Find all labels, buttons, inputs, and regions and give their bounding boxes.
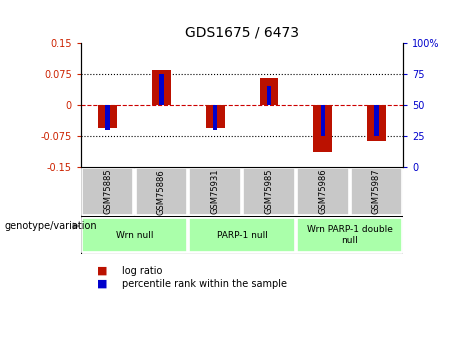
Bar (374, 105, 378, 136)
Bar (320, 105, 325, 136)
Text: ■: ■ (97, 266, 107, 276)
Bar (297, 218, 402, 253)
Bar (297, 168, 349, 215)
Text: GSM75931: GSM75931 (211, 169, 219, 215)
Text: GSM75986: GSM75986 (318, 169, 327, 215)
Text: GDS1675 / 6473: GDS1675 / 6473 (185, 26, 299, 40)
Bar (106, 105, 110, 130)
Bar (206, 105, 225, 128)
Bar (213, 105, 217, 130)
Bar (159, 74, 164, 105)
Text: GSM75987: GSM75987 (372, 169, 381, 215)
Text: GSM75886: GSM75886 (157, 169, 166, 215)
Bar (136, 168, 187, 215)
Text: percentile rank within the sample: percentile rank within the sample (122, 279, 287, 288)
Bar (189, 168, 241, 215)
Text: log ratio: log ratio (122, 266, 163, 276)
Bar (313, 105, 332, 152)
Bar (267, 87, 271, 105)
Bar (260, 78, 278, 105)
Bar (367, 105, 386, 141)
Text: GSM75985: GSM75985 (265, 169, 273, 215)
Text: Wrn PARP-1 double
null: Wrn PARP-1 double null (307, 225, 392, 245)
Text: ■: ■ (97, 279, 107, 288)
Bar (82, 218, 187, 253)
Bar (98, 105, 117, 128)
Text: Wrn null: Wrn null (116, 230, 153, 239)
Bar (243, 168, 295, 215)
Bar (152, 70, 171, 105)
Bar (82, 168, 133, 215)
Bar (351, 168, 402, 215)
Text: GSM75885: GSM75885 (103, 169, 112, 215)
Bar (189, 218, 295, 253)
Text: genotype/variation: genotype/variation (5, 221, 97, 231)
Text: PARP-1 null: PARP-1 null (217, 230, 267, 239)
